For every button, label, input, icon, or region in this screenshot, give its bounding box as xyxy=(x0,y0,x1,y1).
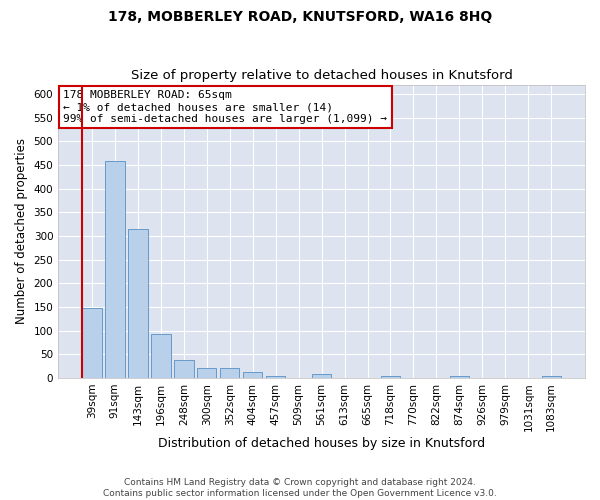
Bar xyxy=(243,372,262,378)
Text: 178, MOBBERLEY ROAD, KNUTSFORD, WA16 8HQ: 178, MOBBERLEY ROAD, KNUTSFORD, WA16 8HQ xyxy=(108,10,492,24)
Bar xyxy=(449,376,469,378)
Bar xyxy=(381,376,400,378)
Bar xyxy=(174,360,194,378)
Title: Size of property relative to detached houses in Knutsford: Size of property relative to detached ho… xyxy=(131,69,512,82)
Bar xyxy=(105,160,125,378)
X-axis label: Distribution of detached houses by size in Knutsford: Distribution of detached houses by size … xyxy=(158,437,485,450)
Y-axis label: Number of detached properties: Number of detached properties xyxy=(15,138,28,324)
Text: 178 MOBBERLEY ROAD: 65sqm
← 1% of detached houses are smaller (14)
99% of semi-d: 178 MOBBERLEY ROAD: 65sqm ← 1% of detach… xyxy=(64,90,388,124)
Text: Contains HM Land Registry data © Crown copyright and database right 2024.
Contai: Contains HM Land Registry data © Crown c… xyxy=(103,478,497,498)
Bar xyxy=(312,374,331,378)
Bar xyxy=(220,368,239,378)
Bar xyxy=(197,368,217,378)
Bar xyxy=(151,334,170,378)
Bar xyxy=(82,308,101,378)
Bar xyxy=(542,376,561,378)
Bar xyxy=(266,376,286,378)
Bar xyxy=(128,230,148,378)
